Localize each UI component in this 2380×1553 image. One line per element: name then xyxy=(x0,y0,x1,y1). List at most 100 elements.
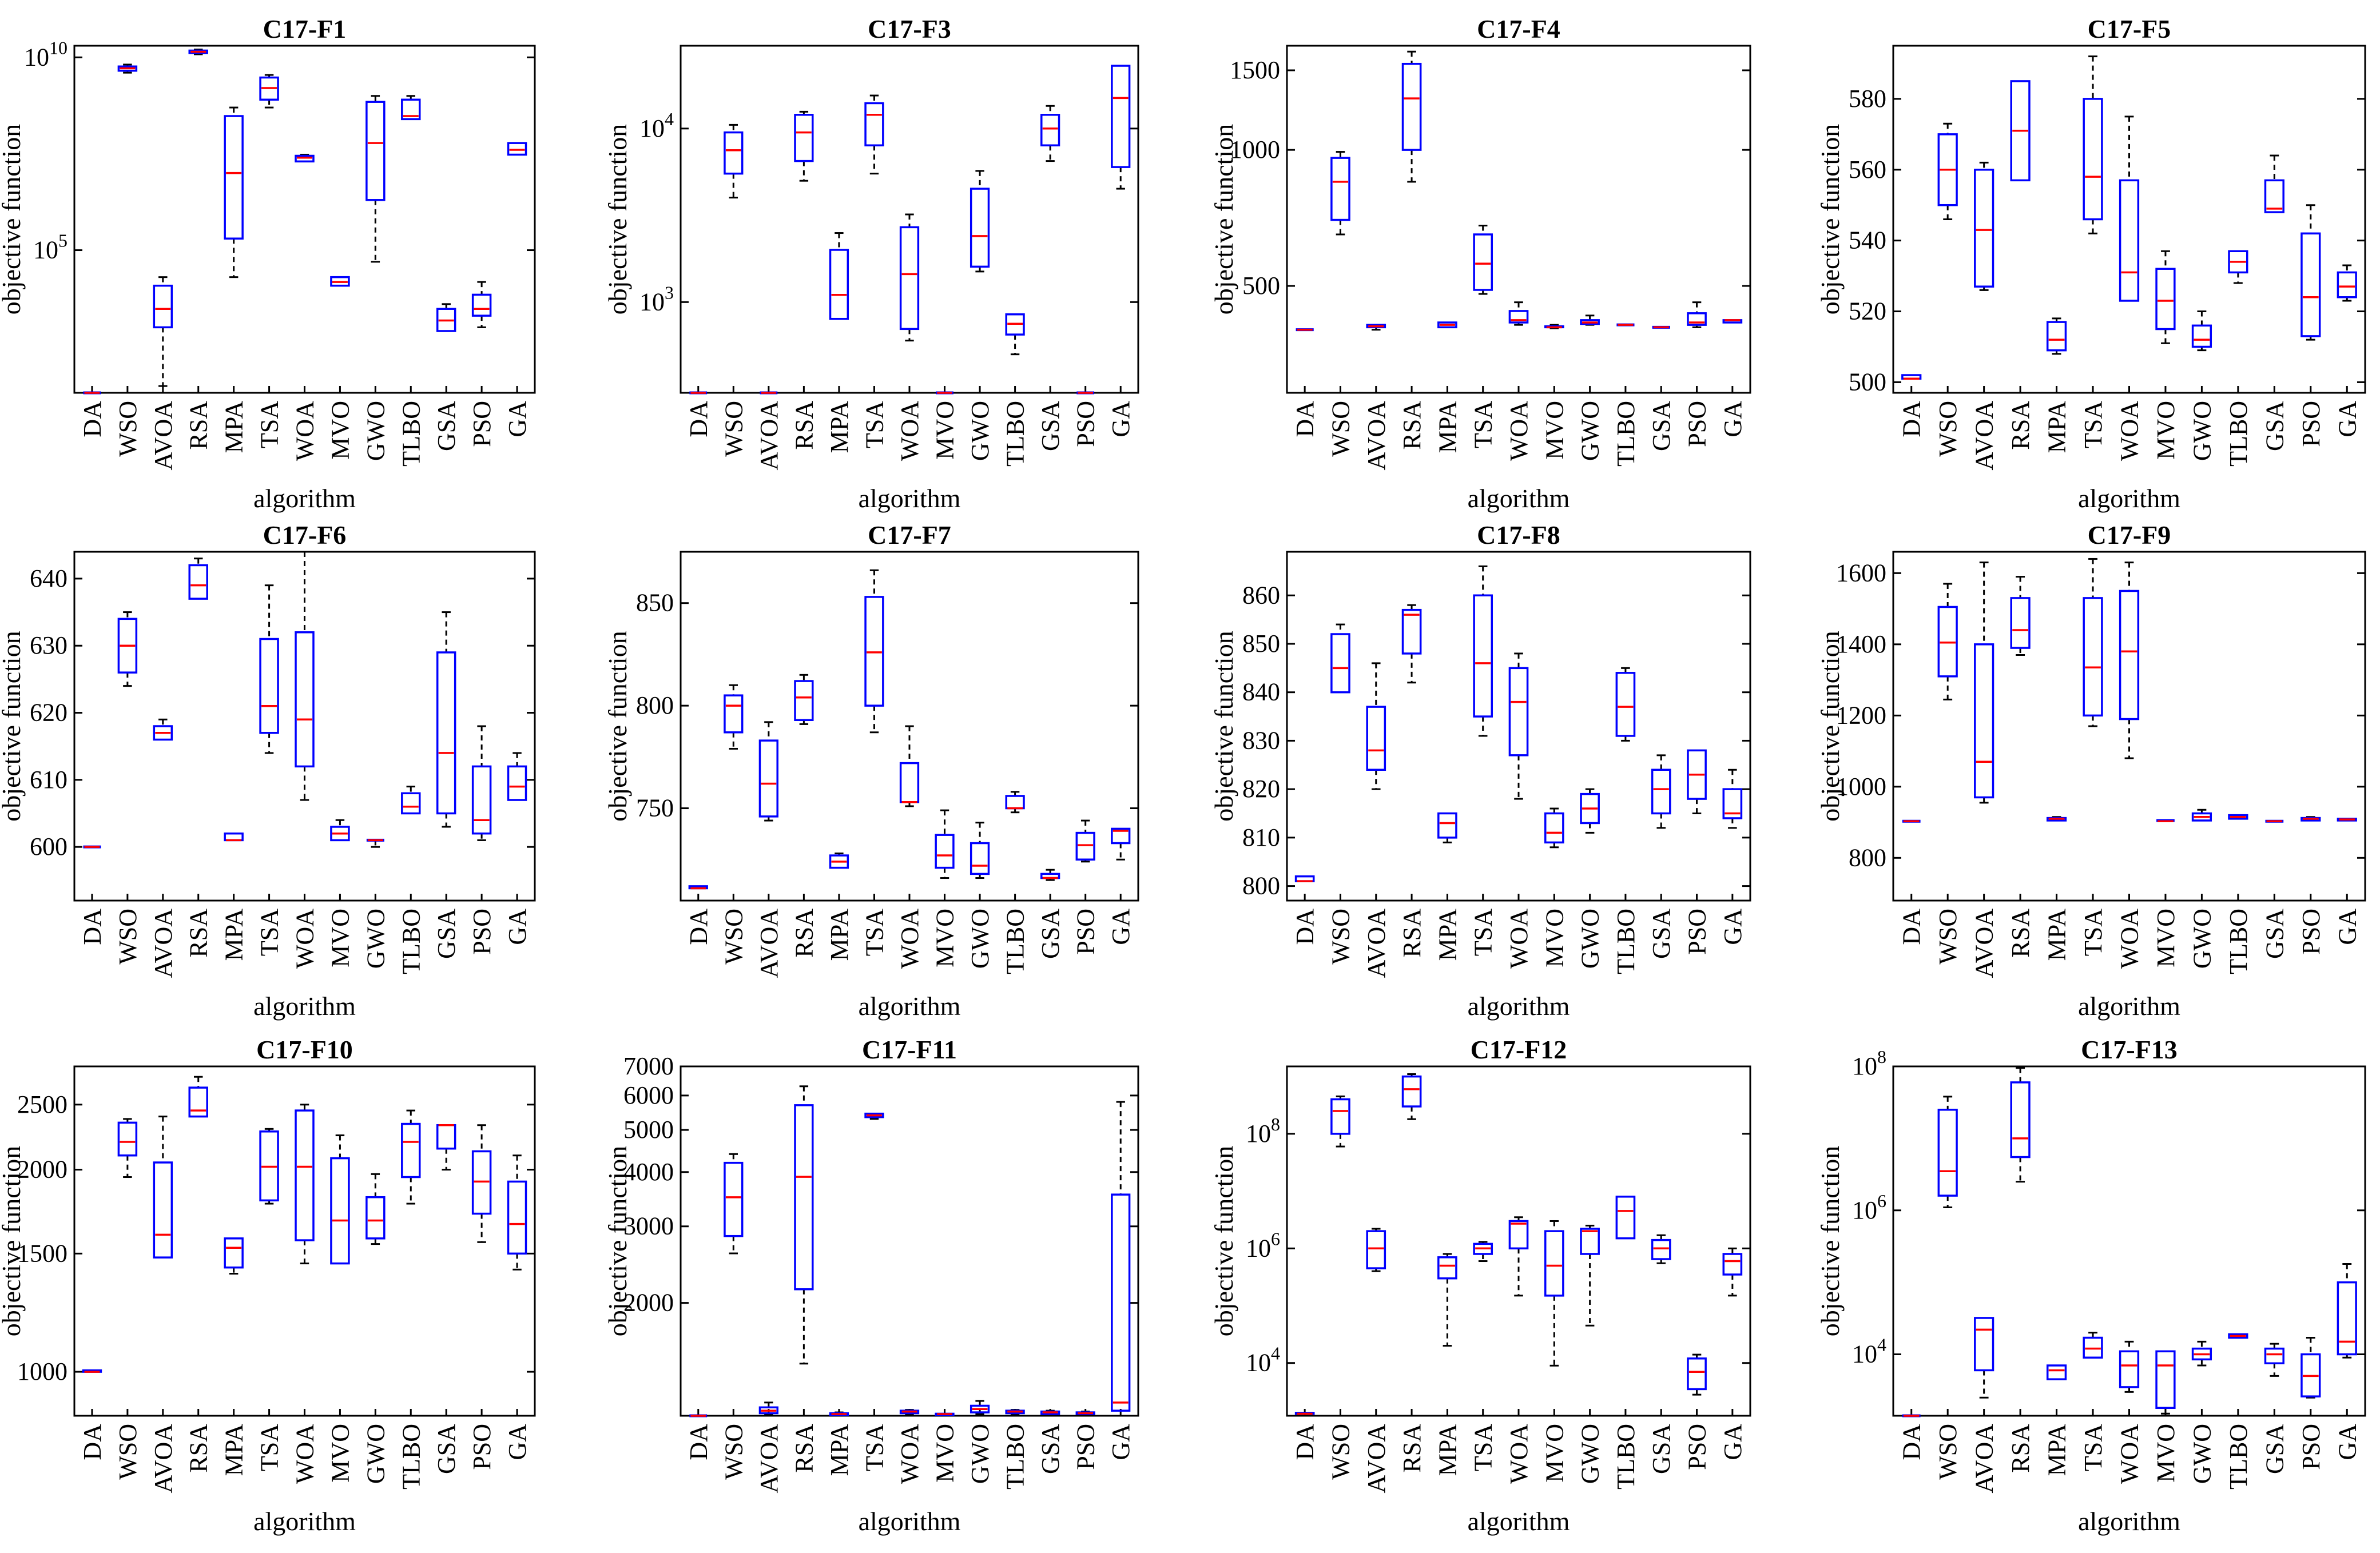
iqr-box xyxy=(899,762,920,803)
box-tlbo xyxy=(401,95,421,121)
box-mvo xyxy=(2155,1350,2176,1415)
x-tick-label: DA xyxy=(1898,1424,1926,1460)
iqr-box xyxy=(2264,1347,2284,1364)
box-wso xyxy=(1937,1096,1958,1209)
x-axis-label: algorithm xyxy=(1468,484,1570,513)
box-pso xyxy=(1075,1411,1095,1416)
x-tick-label: GA xyxy=(503,909,531,945)
box-gsa xyxy=(2264,154,2284,213)
x-tick-label: TLBO xyxy=(2224,909,2252,974)
box-avoa xyxy=(1366,324,1386,331)
box-gwo xyxy=(2191,1340,2212,1367)
box-avoa xyxy=(1974,562,1994,804)
y-tick-label: 620 xyxy=(30,699,67,727)
tick-base: 10 xyxy=(1246,1349,1271,1377)
x-tick-label: MPA xyxy=(2043,909,2071,961)
y-tick-label: 810 xyxy=(1242,823,1280,851)
box-gwo xyxy=(970,170,990,273)
box-tlbo xyxy=(1005,791,1025,814)
x-tick-label: AVOA xyxy=(1970,401,1998,471)
x-tick-label: TLBO xyxy=(1002,1424,1030,1490)
x-axis-label: algorithm xyxy=(1468,991,1570,1021)
box-mvo xyxy=(1544,1220,1564,1367)
y-tick-label: 610 xyxy=(30,766,67,794)
x-tick-label: WSO xyxy=(1326,401,1354,457)
x-tick-label: PSO xyxy=(2297,1424,2325,1470)
iqr-box xyxy=(1040,114,1060,146)
x-tick-label: AVOA xyxy=(149,401,177,471)
box-ga xyxy=(507,1154,527,1271)
box-ga xyxy=(2337,264,2357,302)
x-tick-label: TSA xyxy=(2079,909,2107,956)
x-tick-label: WOA xyxy=(896,1424,924,1484)
box-gwo xyxy=(1580,314,1600,326)
iqr-box xyxy=(1437,1256,1457,1280)
box-rsa xyxy=(794,674,814,725)
y-tick-label: 104 xyxy=(639,109,674,142)
box-mvo xyxy=(330,276,350,287)
iqr-box xyxy=(1580,793,1600,825)
box-rsa xyxy=(794,110,814,182)
iqr-box xyxy=(401,98,421,121)
x-tick-label: WSO xyxy=(114,401,142,457)
iqr-box xyxy=(2119,179,2140,302)
box-tsa xyxy=(1473,224,1493,295)
box-mpa xyxy=(224,832,244,842)
tick-exponent: 4 xyxy=(665,109,674,129)
box-wso xyxy=(1330,623,1350,694)
x-tick-label: MVO xyxy=(1540,1424,1568,1483)
y-tick-label: 3000 xyxy=(623,1212,674,1240)
x-tick-label: WOA xyxy=(1505,401,1533,461)
box-gwo xyxy=(970,1400,990,1415)
iqr-box xyxy=(1437,812,1457,839)
iqr-box xyxy=(295,154,315,163)
box-avoa xyxy=(1974,161,1994,291)
iqr-box xyxy=(1330,633,1350,694)
plot-frame xyxy=(680,1065,1139,1417)
iqr-box xyxy=(471,1150,492,1215)
plot-frame xyxy=(1286,45,1751,394)
box-pso xyxy=(1687,1353,1707,1396)
box-gwo xyxy=(2191,310,2212,352)
x-tick-label: WOA xyxy=(2116,1424,2144,1484)
iqr-box xyxy=(507,765,527,801)
box-rsa xyxy=(1401,50,1422,183)
iqr-box xyxy=(758,739,778,818)
box-pso xyxy=(471,725,492,841)
plot-frame xyxy=(1286,551,1751,902)
x-tick-label: WOA xyxy=(2116,909,2144,969)
panel-c17-f6: C17-F6 600 610 620 630 640 objective function D… xyxy=(0,520,536,1021)
box-mvo xyxy=(2155,250,2176,344)
x-tick-label: WSO xyxy=(720,401,748,457)
iqr-box xyxy=(224,115,244,240)
iqr-box xyxy=(330,1157,350,1265)
x-tick-label: GWO xyxy=(361,909,390,969)
x-tick-label: DA xyxy=(78,909,106,945)
box-gsa xyxy=(436,303,456,332)
box-woa xyxy=(2119,1340,2140,1393)
box-rsa xyxy=(188,1076,208,1118)
iqr-box xyxy=(1111,1193,1131,1412)
x-tick-label: MVO xyxy=(931,1424,959,1483)
box-mvo xyxy=(935,809,955,879)
x-tick-label: TSA xyxy=(256,401,284,448)
iqr-box xyxy=(1651,1239,1671,1260)
y-tick-label: 860 xyxy=(1242,581,1280,609)
y-tick-label: 2500 xyxy=(17,1090,67,1118)
box-wso xyxy=(117,1118,138,1178)
box-ga xyxy=(1111,827,1131,861)
box-pso xyxy=(2300,1337,2321,1399)
iqr-box xyxy=(117,65,138,72)
tick-exponent: 4 xyxy=(1271,1343,1280,1364)
tick-base: 10 xyxy=(1852,1196,1877,1224)
x-tick-label: DA xyxy=(685,1424,713,1460)
iqr-box xyxy=(2046,321,2067,352)
x-tick-label: AVOA xyxy=(149,909,177,978)
x-tick-label: TLBO xyxy=(1002,401,1030,467)
tick-exponent: 8 xyxy=(1877,1046,1886,1067)
iqr-box xyxy=(1687,749,1707,800)
box-woa xyxy=(295,551,315,801)
iqr-box xyxy=(1937,1109,1958,1197)
